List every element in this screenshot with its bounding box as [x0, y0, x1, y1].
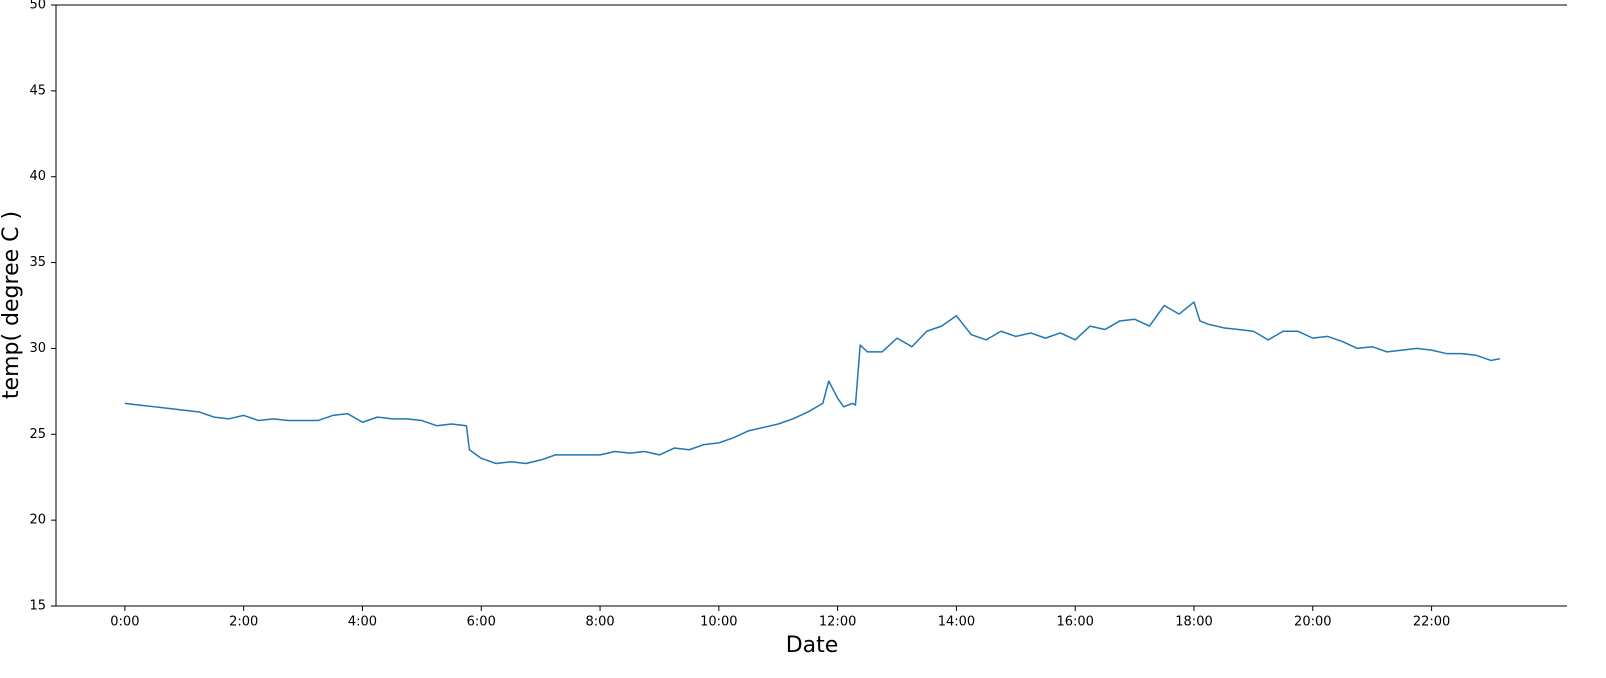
x-tick-label: 18:00	[1175, 615, 1212, 630]
y-tick-label: 45	[29, 83, 46, 98]
y-tick-label: 15	[29, 599, 46, 614]
y-tick-label: 40	[29, 169, 46, 184]
y-tick-label: 50	[29, 0, 46, 13]
x-tick-label: 6:00	[467, 615, 496, 630]
data-line	[124, 301, 1501, 465]
x-tick-label: 10:00	[700, 615, 737, 630]
x-tick-label: 12:00	[819, 615, 856, 630]
y-tick-label: 20	[29, 513, 46, 528]
x-tick-label: 4:00	[348, 615, 377, 630]
x-tick-label: 0:00	[110, 615, 139, 630]
x-tick-label: 14:00	[938, 615, 975, 630]
x-tick-label: 16:00	[1056, 615, 1093, 630]
y-tick-label: 30	[29, 341, 46, 356]
x-tick-label: 20:00	[1294, 615, 1331, 630]
x-axis-title: Date	[786, 633, 839, 658]
x-tick-label: 8:00	[585, 615, 614, 630]
x-tick-label: 22:00	[1413, 615, 1450, 630]
y-axis-title: temp( degree C )	[0, 211, 24, 399]
y-tick-label: 35	[29, 255, 46, 270]
x-tick-label: 2:00	[229, 615, 258, 630]
y-tick-label: 25	[29, 427, 46, 442]
